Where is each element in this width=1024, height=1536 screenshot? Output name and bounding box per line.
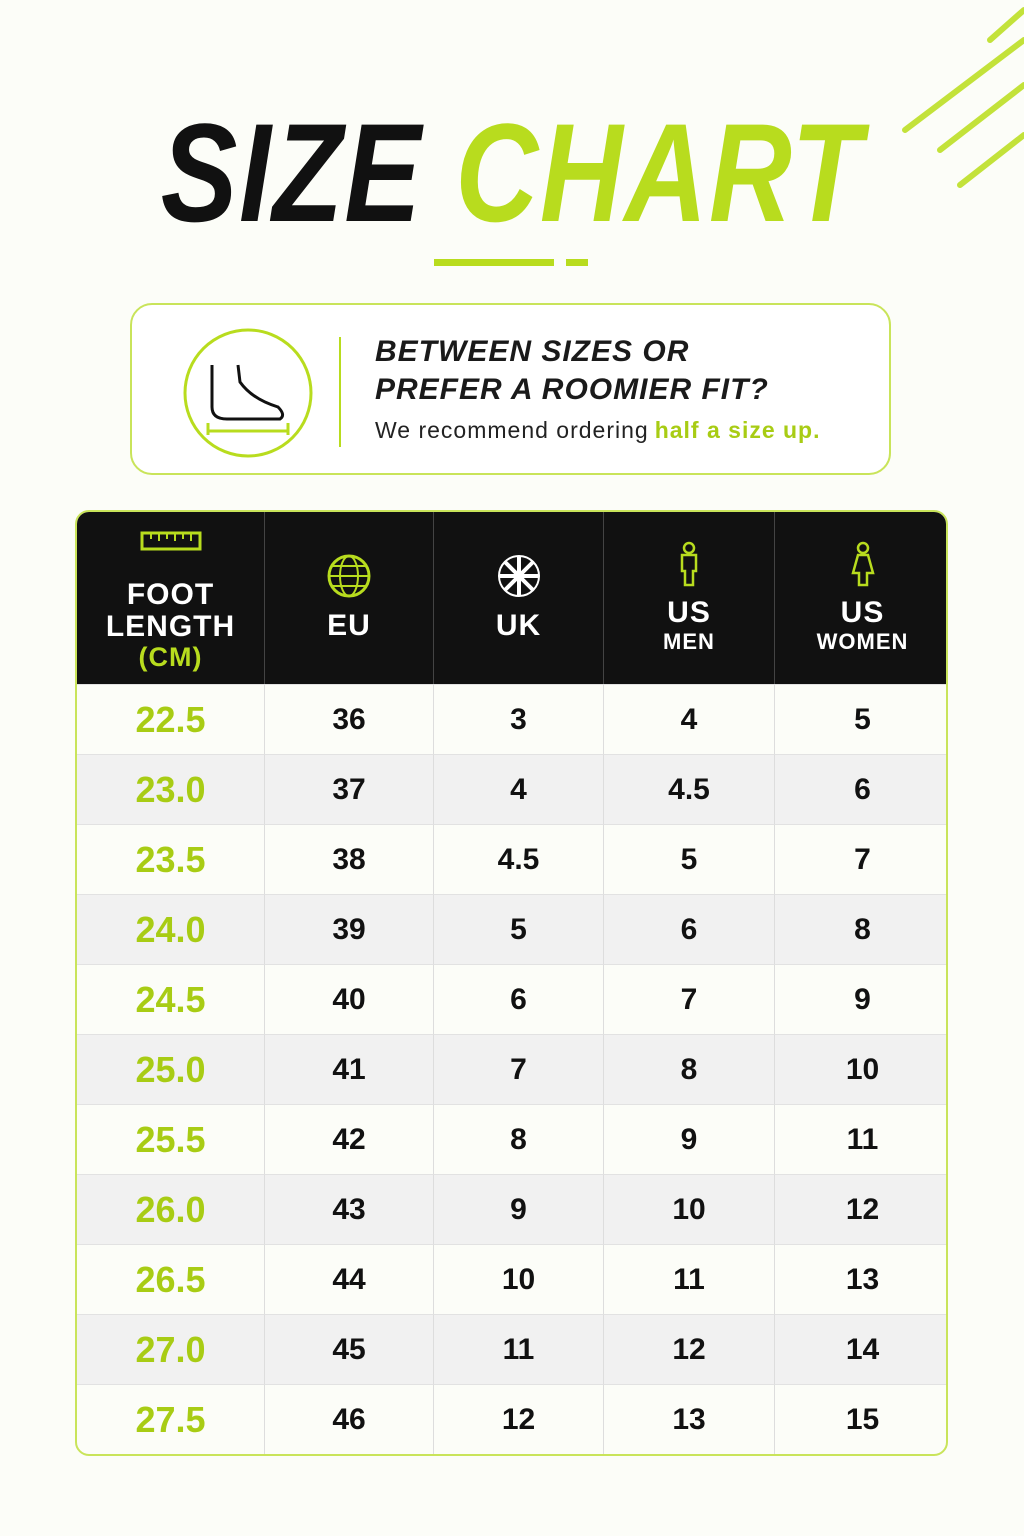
column-title: UK xyxy=(495,609,542,643)
size-cell: 6 xyxy=(603,894,774,964)
foot-length-cell: 25.5 xyxy=(77,1104,264,1174)
size-cell: 38 xyxy=(264,824,433,894)
title-part: CHART xyxy=(455,94,864,251)
foot-length-cell: 24.5 xyxy=(77,964,264,1034)
column-header: EU xyxy=(264,512,433,684)
size-cell: 42 xyxy=(264,1104,433,1174)
size-cell: 7 xyxy=(433,1034,603,1104)
size-cell: 12 xyxy=(433,1384,603,1454)
size-cell: 9 xyxy=(603,1104,774,1174)
size-cell: 4.5 xyxy=(603,754,774,824)
title-part: SIZE xyxy=(160,94,423,251)
size-cell: 4.5 xyxy=(433,824,603,894)
size-cell: 11 xyxy=(774,1104,946,1174)
size-cell: 46 xyxy=(264,1384,433,1454)
notice-highlight: half a size up. xyxy=(654,417,821,443)
column-icon xyxy=(497,555,540,598)
size-cell: 9 xyxy=(433,1174,603,1244)
foot-length-cell: 23.0 xyxy=(77,754,264,824)
size-cell: 13 xyxy=(774,1244,946,1314)
foot-icon xyxy=(183,328,313,458)
column-title: US xyxy=(840,596,885,630)
foot-length-cell: 27.0 xyxy=(77,1314,264,1384)
size-cell: 3 xyxy=(433,684,603,754)
column-header: US WOMEN xyxy=(774,512,946,684)
size-cell: 43 xyxy=(264,1174,433,1244)
size-cell: 5 xyxy=(774,684,946,754)
column-title: US xyxy=(667,596,711,630)
notice-text: We recommend ordering half a size up. xyxy=(375,417,821,444)
title: SIZE CHART xyxy=(92,92,932,254)
size-cell: 15 xyxy=(774,1384,946,1454)
size-cell: 5 xyxy=(603,824,774,894)
size-cell: 8 xyxy=(433,1104,603,1174)
column-title: FOOT LENGTH xyxy=(105,578,236,643)
size-cell: 7 xyxy=(774,824,946,894)
size-cell: 37 xyxy=(264,754,433,824)
size-cell: 4 xyxy=(433,754,603,824)
foot-length-cell: 27.5 xyxy=(77,1384,264,1454)
column-header: FOOT LENGTH (CM) xyxy=(77,512,264,684)
size-cell: 39 xyxy=(264,894,433,964)
column-subtitle: MEN xyxy=(663,628,715,654)
size-cell: 8 xyxy=(603,1034,774,1104)
size-cell: 6 xyxy=(433,964,603,1034)
divider xyxy=(339,337,341,447)
column-title: EU xyxy=(327,609,371,643)
notice-body: We recommend ordering xyxy=(375,417,649,443)
size-cell: 12 xyxy=(774,1174,946,1244)
size-cell: 44 xyxy=(264,1244,433,1314)
column-subtitle: (CM) xyxy=(138,642,203,672)
foot-length-cell: 26.5 xyxy=(77,1244,264,1314)
column-subtitle: WOMEN xyxy=(816,628,909,654)
size-cell: 8 xyxy=(774,894,946,964)
column-icon xyxy=(850,542,875,587)
size-cell: 6 xyxy=(774,754,946,824)
size-cell: 12 xyxy=(603,1314,774,1384)
size-cell: 4 xyxy=(603,684,774,754)
column-icon xyxy=(327,554,371,598)
size-cell: 10 xyxy=(433,1244,603,1314)
foot-length-cell: 23.5 xyxy=(77,824,264,894)
size-cell: 13 xyxy=(603,1384,774,1454)
foot-length-cell: 26.0 xyxy=(77,1174,264,1244)
notice-heading: BETWEEN SIZES OR xyxy=(375,335,690,368)
size-cell: 11 xyxy=(433,1314,603,1384)
size-cell: 10 xyxy=(603,1174,774,1244)
size-cell: 5 xyxy=(433,894,603,964)
column-header: UK xyxy=(433,512,603,684)
size-cell: 10 xyxy=(774,1034,946,1104)
size-cell: 40 xyxy=(264,964,433,1034)
size-cell: 41 xyxy=(264,1034,433,1104)
foot-length-cell: 25.0 xyxy=(77,1034,264,1104)
size-cell: 45 xyxy=(264,1314,433,1384)
notice-box: BETWEEN SIZES OR PREFER A ROOMIER FIT? W… xyxy=(130,303,891,475)
size-table: FOOT LENGTH (CM) EU UK US MEN US WOMEN 22.5 36 3 4 5… xyxy=(75,510,948,1456)
size-cell: 11 xyxy=(603,1244,774,1314)
notice-heading: PREFER A ROOMIER FIT? xyxy=(375,373,769,406)
foot-length-cell: 24.0 xyxy=(77,894,264,964)
column-icon xyxy=(140,531,201,551)
size-cell: 7 xyxy=(603,964,774,1034)
column-header: US MEN xyxy=(603,512,774,684)
size-cell: 9 xyxy=(774,964,946,1034)
size-cell: 36 xyxy=(264,684,433,754)
foot-length-cell: 22.5 xyxy=(77,684,264,754)
column-icon xyxy=(680,542,698,587)
size-cell: 14 xyxy=(774,1314,946,1384)
